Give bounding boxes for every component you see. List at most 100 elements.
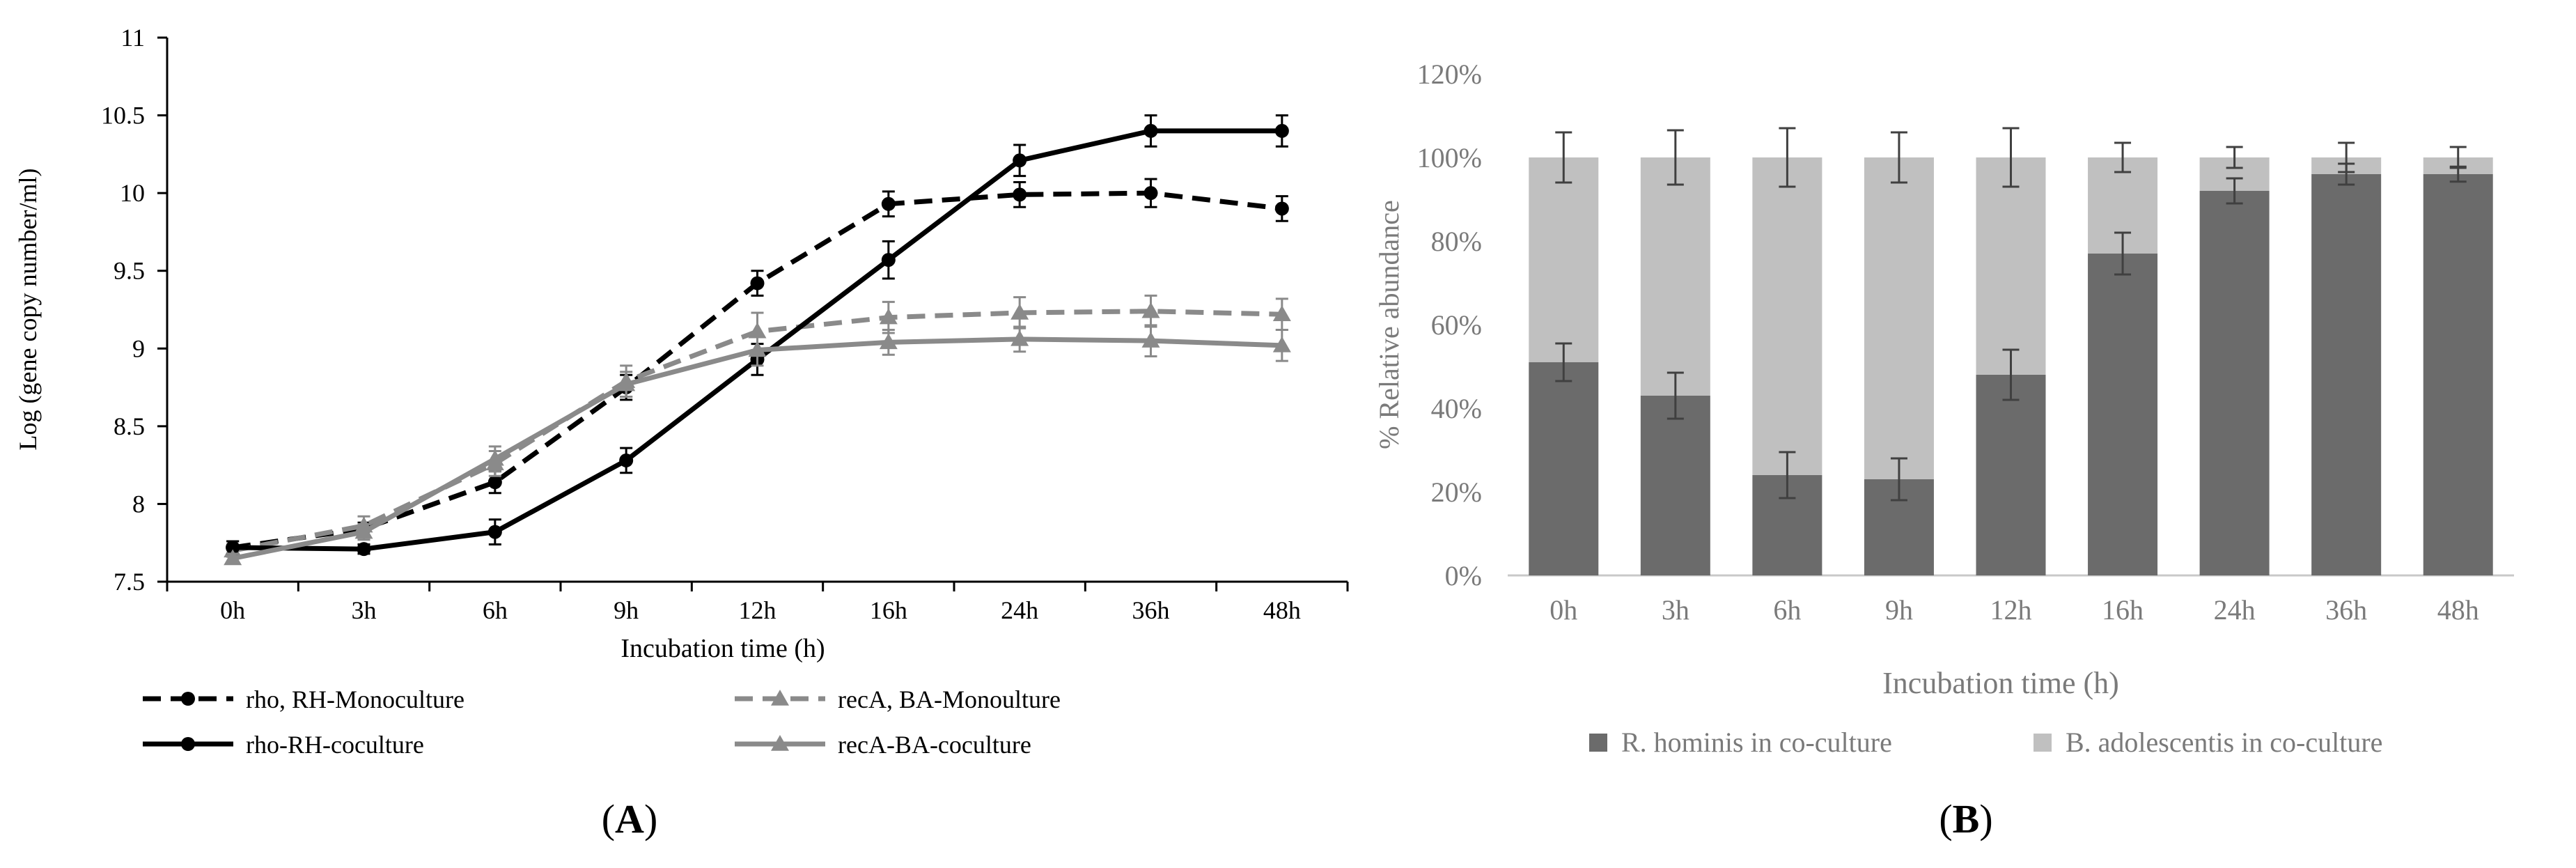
panel-b-error-bar xyxy=(2226,177,2243,205)
panel-a-data-point xyxy=(487,525,502,539)
panel-a-x-axis-title: Incubation time (h) xyxy=(620,634,825,663)
panel-b-bar-group xyxy=(1529,131,1599,575)
panel-a-data-point xyxy=(619,453,634,467)
panel-a-legend-label: recA, BA-Monoulture xyxy=(838,685,1061,713)
panel-b-error-bar xyxy=(1779,127,1796,188)
panel-a-y-tick-label: 8 xyxy=(132,490,145,518)
panel-b-bar-b-adolescentis xyxy=(1752,157,1822,475)
panel-b-error-bar xyxy=(2449,146,2467,169)
panel-b-legend: R. hominis in co-culture B. adolescentis … xyxy=(1589,727,2382,758)
panel-b-error-bar xyxy=(2226,146,2243,169)
panel-b-error-bar xyxy=(2114,141,2132,173)
panel-b-y-tick-label: 40% xyxy=(1431,393,1482,424)
panel-a-data-point xyxy=(750,276,765,290)
panel-b-y-tick-label: 120% xyxy=(1417,59,1482,90)
panel-a-y-tick-label: 7.5 xyxy=(114,568,145,596)
panel-a-x-tick-label: 48h xyxy=(1263,596,1301,624)
panel-b-x-tick-label: 12h xyxy=(1990,594,2032,626)
panel-a-y-tick-label: 10.5 xyxy=(101,102,145,130)
panel-b-bar-b-adolescentis xyxy=(1864,157,1934,479)
panel-b-y-tick-label: 80% xyxy=(1431,226,1482,257)
panel-a-data-point xyxy=(1013,187,1027,202)
panel-a-legend-item: recA-BA-coculture xyxy=(735,731,1031,759)
panel-b-x-axis-title: Incubation time (h) xyxy=(1882,666,2119,700)
panel-a-legend-label: rho-RH-coculture xyxy=(246,731,424,759)
panel-a-x-tick-label: 6h xyxy=(483,596,508,624)
panel-b-x-tick-label: 16h xyxy=(2102,594,2144,626)
panel-a-data-point xyxy=(1272,336,1291,352)
panel-b-error-bar xyxy=(1555,342,1572,382)
panel-b-bar-r-hominis xyxy=(1640,396,1710,575)
panel-a-x-tick-label: 16h xyxy=(870,596,907,624)
panel-b-error-bar xyxy=(2002,127,2020,188)
panel-a-data-point xyxy=(224,549,242,566)
panel-a-data-point xyxy=(1272,305,1291,321)
panel-b-bar-group xyxy=(1640,129,1710,575)
panel-a-data-point xyxy=(879,308,898,325)
panel-b-x-tick-label: 48h xyxy=(2437,594,2479,626)
panel-b-error-bar xyxy=(1890,457,1907,502)
panel-b-label: (B) xyxy=(1939,796,1992,842)
panel-a-legend: rho, RH-Monoculture recA, BA-Monoulture rh… xyxy=(143,685,1061,759)
panel-b-legend-label: R. hominis in co-culture xyxy=(1621,727,1892,758)
panel-a-legend-item: rho-RH-coculture xyxy=(143,731,424,759)
panel-a-data-point xyxy=(1010,303,1029,320)
panel-b-error-bar xyxy=(1890,131,1907,184)
panel-a-data-point xyxy=(1010,330,1029,346)
panel-a-y-tick-label: 10 xyxy=(120,179,145,207)
panel-a-legend-item: rho, RH-Monoculture xyxy=(143,685,465,713)
panel-a-data-point xyxy=(748,341,767,357)
panel-a-legend-item: recA, BA-Monoulture xyxy=(735,685,1061,713)
panel-a-data-point xyxy=(1274,201,1289,216)
panel-b-y-axis-title: % Relative abundance xyxy=(1373,200,1405,449)
panel-a-data-point xyxy=(881,196,896,211)
panel-a-y-tick-label: 8.5 xyxy=(114,412,145,440)
panel-b-bar-r-hominis xyxy=(2423,174,2493,575)
panel-b-x-tick-label: 0h xyxy=(1549,594,1577,626)
panel-b-y-tick-label: 60% xyxy=(1431,309,1482,341)
panel-b-bar-b-adolescentis xyxy=(1640,157,1710,396)
panel-b-x-tick-label: 3h xyxy=(1662,594,1689,626)
panel-b-bar-r-hominis xyxy=(2199,191,2270,575)
panel-b-bar-group xyxy=(2423,146,2493,575)
panel-b-legend-item: B. adolescentis in co-culture xyxy=(2034,727,2382,758)
panel-a-data-point xyxy=(485,449,504,466)
panel-a-legend-label: recA-BA-coculture xyxy=(838,731,1031,759)
panel-b-x-tick-label: 36h xyxy=(2325,594,2367,626)
panel-a-x-tick-label: 3h xyxy=(352,596,377,624)
panel-b-bar-r-hominis xyxy=(2088,254,2158,575)
panel-b-y-tick-label: 20% xyxy=(1431,476,1482,508)
panel-a-legend-marker xyxy=(771,735,789,751)
panel-a-data-point xyxy=(1274,123,1289,138)
panel-b-bar-group xyxy=(1976,127,2046,575)
panel-b-legend-item: R. hominis in co-culture xyxy=(1589,727,1892,758)
panel-a-x-tick-label: 0h xyxy=(220,596,245,624)
panel-b-bar-r-hominis xyxy=(2311,174,2382,575)
panel-a-data-point xyxy=(1143,123,1158,138)
panel-b-bar-group xyxy=(2311,141,2382,575)
panel-b-error-bar xyxy=(1779,451,1796,499)
panel-a-y-tick-label: 9.5 xyxy=(114,257,145,285)
panel-b-y-tick-label: 0% xyxy=(1445,560,1482,591)
panel-a-x-tick-label: 24h xyxy=(1001,596,1038,624)
panel-a-legend-label: rho, RH-Monoculture xyxy=(246,685,465,713)
panel-b-bar-b-adolescentis xyxy=(1976,157,2046,375)
panel-a-data-point xyxy=(1143,186,1158,201)
panel-a-x-tick-label: 9h xyxy=(614,596,639,624)
panel-a-data-point xyxy=(357,542,371,557)
panel-b-error-bar xyxy=(1555,131,1572,184)
panel-a-data-point xyxy=(1013,153,1027,168)
panel-b-bar-group xyxy=(1752,127,1822,575)
panel-a-y-tick-label: 9 xyxy=(132,334,145,362)
panel-b-x-tick-label: 9h xyxy=(1885,594,1913,626)
panel-b-bar-group xyxy=(1864,131,1934,575)
panel-a-y-tick-label: 11 xyxy=(120,24,145,52)
panel-a-legend-marker xyxy=(181,737,195,751)
panel-b-error-bar xyxy=(1666,371,1684,420)
panel-b-bar-r-hominis xyxy=(1529,362,1599,575)
panel-b-legend-swatch xyxy=(1589,734,1607,752)
panel-a-data-point xyxy=(226,540,240,555)
panel-b-bar-group xyxy=(2199,146,2270,575)
panel-a-data-point xyxy=(879,333,898,350)
panel-b-y-tick-label: 100% xyxy=(1417,142,1482,173)
